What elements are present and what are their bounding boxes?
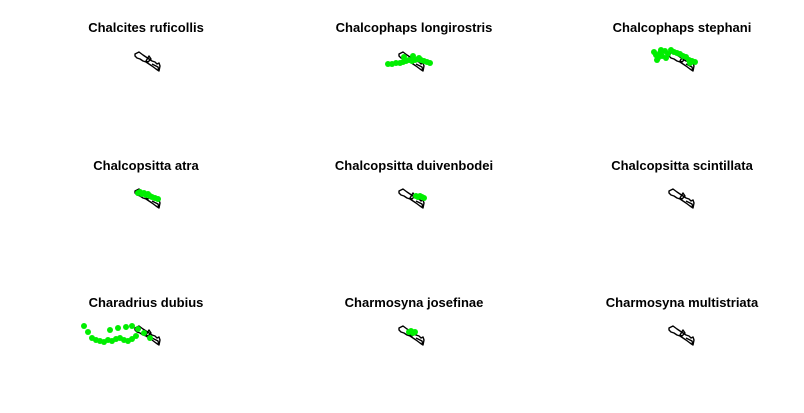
occurrence-point [687, 60, 693, 66]
occurrence-point [401, 54, 407, 60]
occurrence-point [129, 323, 135, 329]
map-area [385, 51, 433, 72]
panel: Chalcopsitta scintillata [611, 158, 754, 209]
map-area [398, 325, 425, 346]
panel: Chalcopsitta duivenbodei [335, 158, 493, 209]
occurrence-point [115, 325, 121, 331]
panel: Charadrius dubius [81, 295, 204, 346]
occurrence-point [147, 335, 153, 341]
map-area [398, 188, 427, 209]
panel: Charmosyna multistriata [606, 295, 759, 346]
occurrence-point [427, 60, 433, 66]
occurrence-point [663, 55, 669, 61]
panel: Chalcopsitta atra [93, 158, 200, 209]
panel-title: Chalcites ruficollis [88, 20, 204, 35]
panel-title: Charadrius dubius [89, 295, 204, 310]
occurrence-point [123, 324, 129, 330]
occurrence-point [412, 329, 418, 335]
panel-title: Chalcopsitta scintillata [611, 158, 753, 173]
occurrence-point [135, 326, 141, 332]
occurrence-point [133, 333, 139, 339]
panel: Chalcophaps longirostris [336, 20, 493, 72]
panel-title: Charmosyna josefinae [345, 295, 484, 310]
region-outline [134, 51, 161, 72]
panel-title: Chalcophaps stephani [613, 20, 752, 35]
occurrence-point [85, 329, 91, 335]
map-area [651, 47, 698, 72]
panel: Chalcites ruficollis [88, 20, 204, 72]
occurrence-point [416, 55, 422, 61]
panel-title: Chalcopsitta atra [93, 158, 199, 173]
panel-title: Charmosyna multistriata [606, 295, 759, 310]
map-area [134, 51, 161, 72]
panel: Charmosyna josefinae [345, 295, 484, 346]
panel: Chalcophaps stephani [613, 20, 752, 72]
region-outline [668, 188, 695, 209]
map-area [668, 325, 695, 346]
occurrence-point [421, 195, 427, 201]
occurrence-point [155, 196, 161, 202]
occurrence-point [654, 57, 660, 63]
map-area [81, 323, 161, 346]
map-area [134, 188, 161, 209]
region-outline [668, 325, 695, 346]
region-outline [134, 325, 161, 346]
occurrence-point [81, 323, 87, 329]
panel-title: Chalcophaps longirostris [336, 20, 493, 35]
occurrence-point [658, 47, 664, 53]
occurrence-point [141, 330, 147, 336]
occurrence-point [410, 53, 416, 59]
occurrence-point [692, 59, 698, 65]
occurrence-point [107, 327, 113, 333]
panel-title: Chalcopsitta duivenbodei [335, 158, 493, 173]
map-area [668, 188, 695, 209]
